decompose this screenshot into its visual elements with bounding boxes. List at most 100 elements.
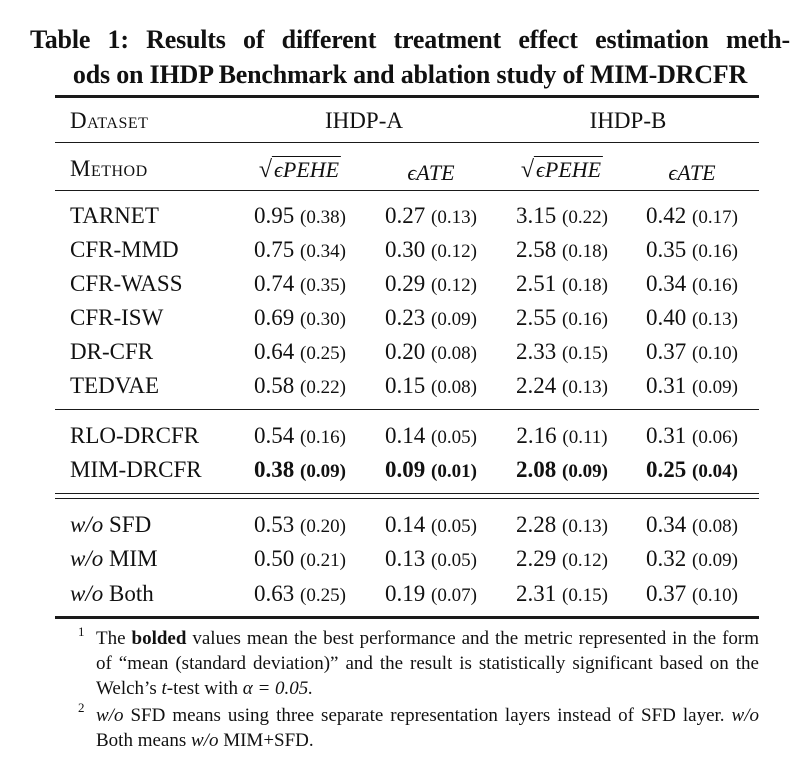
std-value: (0.10)	[692, 585, 738, 606]
mean-value: 0.69	[254, 305, 295, 330]
metric-ate-a: ϵATE	[407, 160, 455, 185]
method-cell: DR-CFR	[70, 339, 154, 364]
value-cell: 0.14 (0.05)	[385, 423, 477, 451]
value-cell: 2.08 (0.09)	[516, 457, 608, 485]
value-cell: 0.14 (0.05)	[385, 512, 477, 540]
value-cell: 0.95 (0.38)	[254, 203, 346, 231]
std-value: (0.13)	[431, 207, 477, 228]
metric-pehe-a: √ϵPEHE	[258, 156, 342, 183]
value-cell: 2.29 (0.12)	[516, 546, 608, 574]
std-value: (0.08)	[431, 343, 477, 364]
mean-value: 0.19	[385, 581, 426, 606]
mean-value: 0.54	[254, 423, 295, 448]
std-value: (0.08)	[431, 377, 477, 398]
mean-value: 0.30	[385, 237, 426, 262]
group-ihdp-b: IHDP-B	[589, 108, 667, 133]
mean-value: 0.64	[254, 339, 295, 364]
value-cell: 0.35 (0.16)	[646, 237, 738, 265]
method-cell: w/o SFD	[70, 512, 152, 537]
mean-value: 0.15	[385, 373, 426, 398]
mean-value: 0.23	[385, 305, 426, 330]
mean-value: 2.58	[516, 237, 557, 262]
mean-value: 2.08	[516, 457, 557, 482]
value-cell: 3.15 (0.22)	[516, 203, 608, 231]
std-value: (0.11)	[562, 427, 608, 448]
method-cell: CFR-MMD	[70, 237, 179, 262]
std-value: (0.12)	[431, 241, 477, 262]
mean-value: 2.33	[516, 339, 557, 364]
std-value: (0.08)	[692, 516, 738, 537]
bottom-rule	[55, 616, 759, 619]
sqrt-icon: √	[520, 157, 535, 183]
metric-ate-b: ϵATE	[668, 160, 716, 185]
caption-line-2: ods on IHDP Benchmark and ablation study…	[72, 60, 748, 89]
mean-value: 0.34	[646, 271, 687, 296]
dataset-header: Dataset	[70, 108, 149, 133]
value-cell: 0.30 (0.12)	[385, 237, 477, 265]
std-value: (0.13)	[562, 377, 608, 398]
value-cell: 0.31 (0.06)	[646, 423, 738, 451]
value-cell: 2.51 (0.18)	[516, 271, 608, 299]
value-cell: 0.40 (0.13)	[646, 305, 738, 333]
mean-value: 0.95	[254, 203, 295, 228]
table-caption: Table 1: Results of different treatment …	[30, 22, 790, 92]
value-cell: 0.54 (0.16)	[254, 423, 346, 451]
std-value: (0.07)	[431, 585, 477, 606]
mean-value: 0.27	[385, 203, 426, 228]
std-value: (0.12)	[431, 275, 477, 296]
group-rule-2a	[55, 493, 759, 494]
std-value: (0.10)	[692, 343, 738, 364]
std-value: (0.16)	[692, 275, 738, 296]
mean-value: 2.31	[516, 581, 557, 606]
method-cell: w/o MIM	[70, 546, 158, 571]
method-header: Method	[70, 156, 148, 181]
std-value: (0.25)	[300, 343, 346, 364]
mean-value: 0.14	[385, 423, 426, 448]
std-value: (0.16)	[300, 427, 346, 448]
mean-value: 2.55	[516, 305, 557, 330]
mean-value: 0.35	[646, 237, 687, 262]
mean-value: 0.29	[385, 271, 426, 296]
std-value: (0.22)	[300, 377, 346, 398]
std-value: (0.13)	[562, 516, 608, 537]
method-cell: MIM-DRCFR	[70, 457, 202, 482]
mean-value: 0.37	[646, 339, 687, 364]
std-value: (0.16)	[562, 309, 608, 330]
std-value: (0.35)	[300, 275, 346, 296]
method-cell: w/o Both	[70, 581, 154, 606]
mean-value: 0.74	[254, 271, 295, 296]
mean-value: 0.13	[385, 546, 426, 571]
header-mid-rule	[55, 142, 759, 143]
caption-line-1: Table 1: Results of different treatment …	[30, 25, 790, 54]
metric-pehe-b: √ϵPEHE	[520, 156, 604, 183]
mean-value: 0.31	[646, 423, 687, 448]
value-cell: 0.13 (0.05)	[385, 546, 477, 574]
value-cell: 2.24 (0.13)	[516, 373, 608, 401]
std-value: (0.25)	[300, 585, 346, 606]
std-value: (0.06)	[692, 427, 738, 448]
value-cell: 0.75 (0.34)	[254, 237, 346, 265]
method-cell: CFR-WASS	[70, 271, 183, 296]
mean-value: 0.25	[646, 457, 687, 482]
std-value: (0.20)	[300, 516, 346, 537]
mean-value: 3.15	[516, 203, 557, 228]
std-value: (0.05)	[431, 427, 477, 448]
mean-value: 0.42	[646, 203, 687, 228]
std-value: (0.18)	[562, 241, 608, 262]
std-value: (0.34)	[300, 241, 346, 262]
std-value: (0.22)	[562, 207, 608, 228]
value-cell: 0.74 (0.35)	[254, 271, 346, 299]
mean-value: 2.28	[516, 512, 557, 537]
value-cell: 0.29 (0.12)	[385, 271, 477, 299]
std-value: (0.13)	[692, 309, 738, 330]
mean-value: 0.31	[646, 373, 687, 398]
value-cell: 0.34 (0.16)	[646, 271, 738, 299]
std-value: (0.05)	[431, 550, 477, 571]
method-cell: TARNET	[70, 203, 159, 228]
mean-value: 0.37	[646, 581, 687, 606]
value-cell: 2.58 (0.18)	[516, 237, 608, 265]
mean-value: 0.53	[254, 512, 295, 537]
value-cell: 0.19 (0.07)	[385, 581, 477, 609]
sqrt-icon: √	[258, 157, 273, 183]
